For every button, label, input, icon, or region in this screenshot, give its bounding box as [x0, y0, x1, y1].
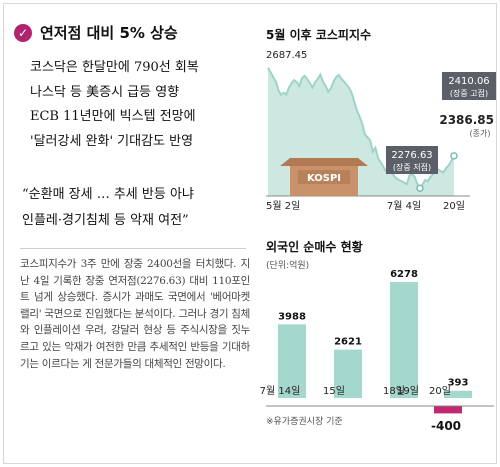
- low-value-label: 2276.63: [391, 150, 432, 161]
- close-value-label: 2386.85: [439, 113, 494, 127]
- headline-text: 연저점 대비 5% 상승: [40, 24, 178, 42]
- frame: [3, 3, 497, 464]
- high-caption: (장중 고점): [450, 88, 488, 98]
- line-chart-title: 5월 이후 코스피지수: [266, 28, 372, 42]
- low-point: [416, 184, 424, 192]
- quote: “순환매 장세 … 추세 반등 아냐 인플레·경기침체 등 악재 여전”: [22, 182, 252, 234]
- bar-category-label: 15일: [323, 385, 345, 397]
- bar-chart-unit: (단위:억원): [266, 261, 310, 271]
- summary-line: ECB 11년만에 빅스텝 전망에: [30, 109, 196, 124]
- x-tick-label: 7월 4일: [387, 200, 421, 210]
- check-icon: ✓: [14, 23, 32, 42]
- close-caption: (종가): [470, 129, 491, 138]
- box-label-bg: [298, 170, 350, 184]
- bar-chart-title: 외국인 순매수 현황: [266, 240, 363, 254]
- body-text: 코스피지수가 3주 만에 장중 2400선을 터치했다. 지난 4일 기록한 장…: [20, 258, 250, 370]
- bar-value-label: 3988: [278, 311, 306, 322]
- box-lid: [280, 158, 368, 166]
- divider: [20, 248, 246, 249]
- bar: [434, 406, 462, 414]
- box-label: KOSPI: [307, 173, 341, 184]
- summary-line: 나스닥 등 美증시 급등 영향: [30, 84, 180, 100]
- kospi-line: [267, 67, 455, 191]
- high-label-box: [442, 72, 496, 100]
- close-point: [450, 152, 458, 160]
- quote-line: 인플레·경기침체 등 악재 여전”: [22, 213, 189, 228]
- kospi-line-chart: KOSPI 2687.45 2276.63(장중 저점) 2410.06(장중 고점)…: [266, 50, 496, 210]
- bar: [278, 324, 306, 398]
- low-label-box: [386, 146, 438, 174]
- bar: [444, 390, 472, 398]
- x-tick-label: 20일: [443, 200, 465, 210]
- quote-line: “순환매 장세 … 추세 반등 아냐: [22, 187, 194, 202]
- bar-value-label: 2621: [334, 337, 362, 348]
- source-note: ※유가증권시장 기준: [266, 415, 343, 427]
- high-value-label: 2410.06: [448, 76, 489, 87]
- bar-value-label: -400: [431, 419, 461, 433]
- bar-category-label: 19일: [397, 385, 419, 397]
- summary-line: '달러강세 완화' 기대감도 반영: [30, 133, 194, 149]
- x-tick-label: 5월 2일: [266, 200, 300, 210]
- bar-category-label: 18일: [383, 385, 405, 397]
- start-value-label: 2687.45: [266, 50, 307, 61]
- chart-column: 5월 이후 코스피지수 KOSPI 2687.45 2276.63 (장중 저점) 24…: [258, 0, 500, 467]
- bar-category-label: 20일: [429, 385, 451, 397]
- kospi-box-icon: KOSPI: [280, 158, 368, 196]
- summary-lines: 코스닥은 한달만에 790선 회복 나스닥 등 美증시 급등 영향 ECB 11…: [30, 56, 252, 154]
- summary-line: 코스닥은 한달만에 790선 회복: [30, 60, 199, 75]
- bar-category-label: 7월 14일: [260, 385, 301, 397]
- bar: [390, 282, 418, 398]
- bar-value-label: 393: [448, 378, 469, 389]
- headline: ✓ 연저점 대비 5% 상승: [14, 22, 178, 43]
- bar-value-label: 6278: [390, 269, 418, 280]
- low-caption: (장중 저점): [393, 162, 431, 172]
- bar: [334, 349, 362, 398]
- article-column: ✓ 연저점 대비 5% 상승 코스닥은 한달만에 790선 회복 나스닥 등 美…: [14, 22, 252, 370]
